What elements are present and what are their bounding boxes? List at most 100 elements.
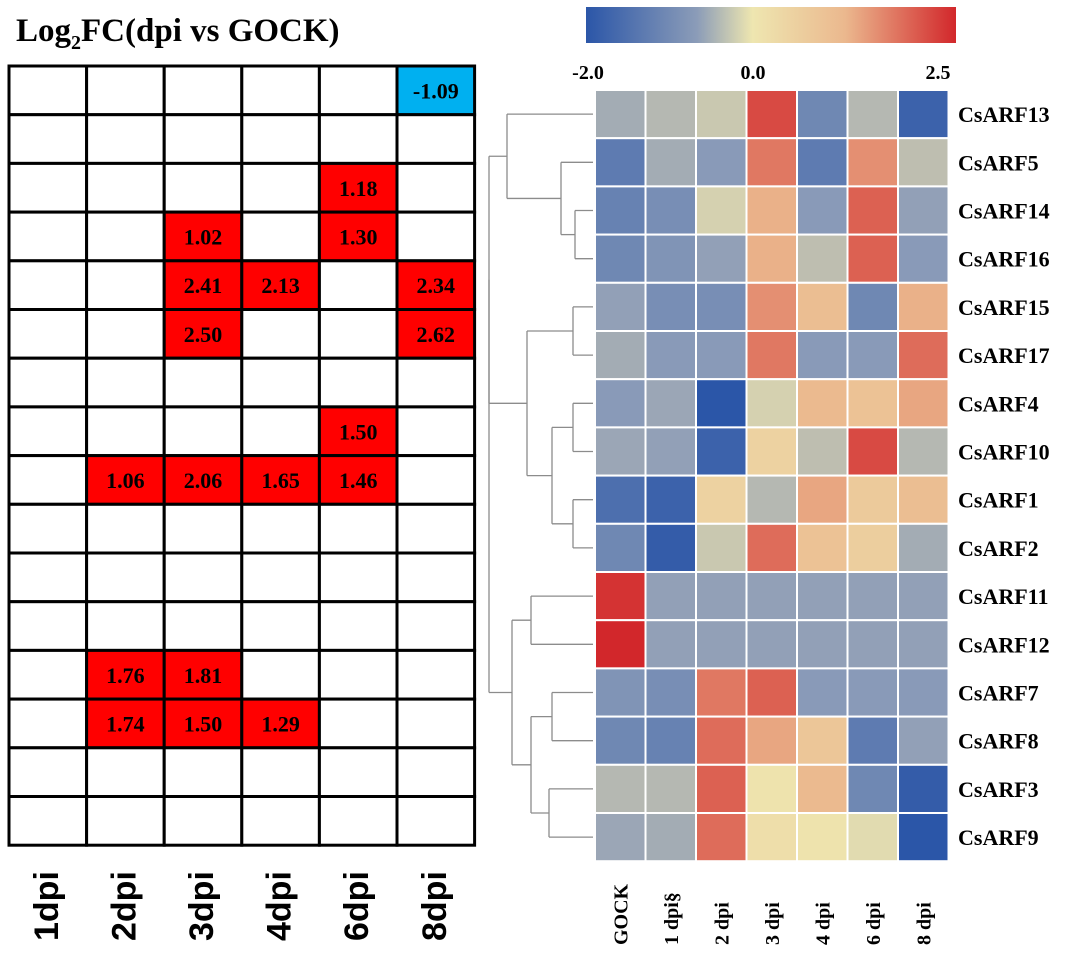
heatmap-cell <box>897 330 950 381</box>
table-cell-bg <box>162 600 244 652</box>
table-cell <box>317 502 399 555</box>
table-cell-bg <box>240 795 321 847</box>
table-cell-bg <box>240 502 321 555</box>
table-cell: 1.50 <box>317 405 399 458</box>
table-cell <box>395 551 477 604</box>
table-cell-bg <box>395 697 477 750</box>
table-cell <box>240 161 321 214</box>
table-cell-value: 2.13 <box>261 273 300 298</box>
table-cell: 1.50 <box>162 697 244 750</box>
heatmap-cell <box>695 763 748 814</box>
heatmap-cell <box>644 474 697 525</box>
table-cell <box>162 551 244 604</box>
heatmap-cell <box>796 233 849 284</box>
table-cell <box>162 746 244 798</box>
heatmap-cell <box>745 812 798 863</box>
table-cell: 2.41 <box>162 259 244 311</box>
table-cell: 1.65 <box>240 454 321 506</box>
table-cell-bg <box>7 259 89 311</box>
table-cell-bg <box>395 648 477 701</box>
table-cell <box>240 502 321 555</box>
table-cell-bg <box>85 161 166 214</box>
heatmap-cell <box>897 667 950 718</box>
table-cell-value: 1.81 <box>184 663 223 688</box>
table-cell-bg <box>240 210 321 263</box>
table-cell-bg <box>7 746 89 798</box>
heatmap-row-label: CsARF15 <box>958 295 1050 320</box>
table-cell <box>240 600 321 652</box>
heatmap-cell <box>745 378 798 429</box>
table-cell <box>240 210 321 263</box>
table-cell-bg <box>7 648 89 701</box>
heatmap-row-label: CsARF10 <box>958 440 1050 465</box>
table-cell: 2.06 <box>162 454 244 506</box>
table-cell-bg <box>162 64 244 117</box>
table-column-label: 6dpi <box>338 871 376 941</box>
table-cell: 2.34 <box>395 259 477 311</box>
heatmap-cell <box>796 667 849 718</box>
heatmap-cell <box>846 619 899 670</box>
heatmap-column-label: 2 dpi <box>711 902 733 945</box>
heatmap-cell <box>846 763 899 814</box>
heatmap-row-label: CsARF16 <box>958 247 1050 272</box>
heatmap-cell <box>644 619 697 670</box>
heatmap-cell <box>594 667 647 718</box>
table-cell <box>240 308 321 360</box>
table-cell <box>395 600 477 652</box>
heatmap-cell <box>846 233 899 284</box>
heatmap-cell <box>796 281 849 332</box>
heatmap-cell <box>644 571 697 622</box>
table-cell-bg <box>317 697 399 750</box>
table-cell-bg <box>85 795 166 847</box>
table-cell <box>395 502 477 555</box>
table-cell <box>317 259 399 311</box>
heatmap-cell <box>745 715 798 766</box>
heatmap-cell <box>846 715 899 766</box>
heatmap-cell <box>745 185 798 236</box>
table-cell-bg <box>85 308 166 360</box>
table-cell <box>85 746 166 798</box>
table-cell-value: 1.06 <box>106 468 145 493</box>
table-cell-bg <box>240 746 321 798</box>
table-cell-bg <box>240 161 321 214</box>
heatmap-row-label: CsARF3 <box>958 777 1039 802</box>
table-cell-value: 2.06 <box>184 468 223 493</box>
heatmap-cell <box>796 137 849 188</box>
table-cell <box>7 259 89 311</box>
log2fc-table: -1.09 1.18 1.02 1.30 2.41 2.13 2.34 2.50 2.62 1.5… <box>7 64 477 847</box>
table-cell-bg <box>162 356 244 409</box>
table-cell-bg <box>7 356 89 409</box>
table-cell <box>240 746 321 798</box>
heatmap-row-label: CsARF1 <box>958 488 1039 513</box>
table-cell-bg <box>162 502 244 555</box>
table-cell <box>317 308 399 360</box>
heatmap-cell <box>796 619 849 670</box>
table-cell-value: 1.29 <box>261 711 300 736</box>
table-cell <box>162 113 244 165</box>
table-cell: 2.62 <box>395 308 477 360</box>
heatmap-column-label: 1 dpi§ <box>661 892 683 945</box>
table-cell-bg <box>162 648 244 701</box>
table-cell <box>85 600 166 652</box>
heatmap-cell <box>745 233 798 284</box>
table-cell-bg <box>7 502 89 555</box>
heatmap-cell <box>594 763 647 814</box>
heatmap-cell <box>796 330 849 381</box>
heatmap-cell <box>695 281 748 332</box>
table-cell <box>317 746 399 798</box>
table-cell <box>7 648 89 701</box>
heatmap-cell <box>594 233 647 284</box>
heatmap-cell <box>796 474 849 525</box>
table-cell-bg <box>7 308 89 360</box>
table-cell <box>85 64 166 117</box>
table-title: Log2FC(dpi vs GOCK) <box>16 13 340 54</box>
table-cell-value: 2.50 <box>184 322 223 347</box>
table-cell-value: 2.41 <box>184 273 223 298</box>
table-cell-bg <box>85 405 166 458</box>
heatmap-cell <box>846 522 899 573</box>
heatmap-cell <box>796 89 849 140</box>
table-cell-bg <box>317 746 399 798</box>
table-cell: 1.30 <box>317 210 399 263</box>
heatmap-cell <box>846 137 899 188</box>
heatmap-cell <box>796 715 849 766</box>
